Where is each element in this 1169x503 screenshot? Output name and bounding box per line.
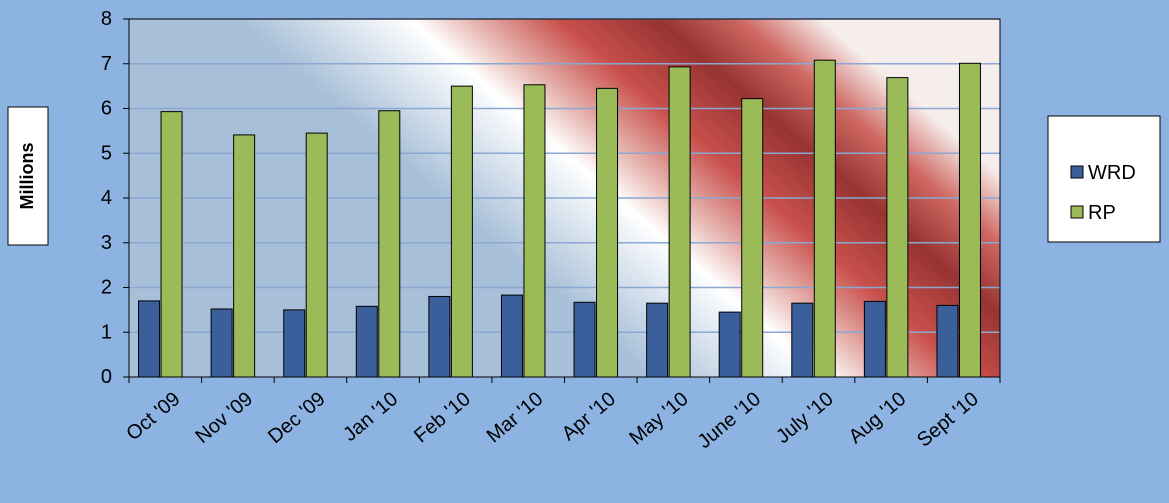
bar-wrd-8 <box>718 311 741 378</box>
bar-wrd-6 <box>573 301 596 378</box>
bar-wrd-7 <box>646 302 669 378</box>
bar-rp-10 <box>886 77 909 378</box>
y-tick-label: 4 <box>101 187 112 209</box>
bar-rp-3 <box>378 110 401 378</box>
x-tick-label: Apr '10 <box>558 388 620 445</box>
x-axis-tick-labels: Oct '09 Nov '09 Dec '09 Jan '10 Feb '10 Mar '… <box>122 388 983 453</box>
bar-wrd-4 <box>428 295 451 378</box>
legend: WRD RP <box>1047 115 1161 243</box>
y-axis-title-box <box>7 106 49 246</box>
bar-rp-4 <box>450 85 473 378</box>
x-tick-label: Nov '09 <box>191 388 257 448</box>
y-tick-label: 5 <box>101 142 112 164</box>
y-tick-label: 3 <box>101 232 112 254</box>
y-tick-label: 6 <box>101 98 112 120</box>
y-tick-label: 7 <box>101 53 112 75</box>
x-tick-label: July '10 <box>772 388 838 448</box>
bar-rp-5 <box>523 84 546 378</box>
x-tick-label: Sept '10 <box>913 388 983 452</box>
bar-wrd-5 <box>500 294 523 378</box>
legend-swatch-wrd <box>1070 165 1084 179</box>
x-tick-label: Feb '10 <box>410 388 475 447</box>
legend-label-rp: RP <box>1088 202 1116 224</box>
x-tick-label: Oct '09 <box>122 388 184 445</box>
bar-rp-6 <box>596 87 619 378</box>
y-tick-label: 0 <box>101 366 112 388</box>
bar-wrd-10 <box>863 300 886 378</box>
x-tick-label: Dec '09 <box>264 388 330 448</box>
y-tick-label: 8 <box>101 8 112 30</box>
legend-box <box>1047 115 1161 243</box>
y-axis-title: Millions <box>17 143 37 210</box>
x-tick-label: Jan '10 <box>339 388 402 446</box>
bar-wrd-9 <box>791 302 814 378</box>
y-tick-label: 1 <box>101 321 112 343</box>
bar-wrd-1 <box>210 308 233 378</box>
bar-rp-8 <box>741 98 764 378</box>
bar-rp-0 <box>160 111 183 378</box>
bar-rp-9 <box>813 59 836 378</box>
bar-rp-11 <box>958 62 981 378</box>
y-axis-tick-labels: 0 1 2 3 4 5 6 7 8 <box>101 8 112 388</box>
x-tick-label: Aug '10 <box>845 388 911 448</box>
bar-rp-2 <box>305 132 328 378</box>
x-tick-label: June '10 <box>694 388 766 453</box>
bar-wrd-0 <box>138 300 161 378</box>
legend-label-wrd: WRD <box>1088 162 1136 184</box>
x-tick-label: May '10 <box>625 388 692 449</box>
bar-wrd-3 <box>355 305 378 378</box>
bar-wrd-2 <box>283 309 306 378</box>
bar-rp-7 <box>668 66 691 378</box>
bar-wrd-11 <box>936 304 959 378</box>
bar-rp-1 <box>233 134 256 378</box>
x-tick-label: Mar '10 <box>483 388 548 447</box>
y-tick-label: 2 <box>101 277 112 299</box>
legend-swatch-rp <box>1070 205 1084 219</box>
axes <box>123 18 1001 383</box>
